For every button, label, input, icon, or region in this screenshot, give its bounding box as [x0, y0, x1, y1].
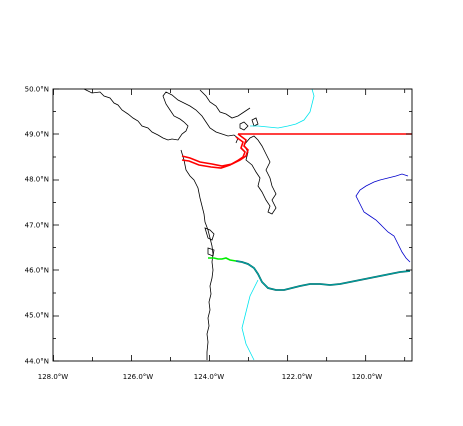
y-tick-label: 44.0°N — [25, 358, 49, 366]
x-tick-label: 120.0°W — [352, 373, 383, 381]
river-willamette — [241, 279, 259, 361]
columbia-river-cyan-overlay — [235, 260, 411, 291]
coastline-vancouver-island — [83, 88, 239, 144]
rivers — [241, 88, 315, 361]
x-tick-label: 128.0°W — [38, 373, 69, 381]
axis-ticks — [53, 88, 412, 362]
x-tick-label: 126.0°W — [123, 373, 154, 381]
y-tick-label: 47.0°N — [25, 222, 49, 230]
y-tick-label: 50.0°N — [25, 86, 49, 94]
y-tick-label: 48.0°N — [25, 176, 49, 184]
y-axis-labels: 50.0°N 49.0°N 48.0°N 47.0°N 46.0°N 45.0°… — [25, 86, 49, 366]
lake-roosevelt — [355, 173, 411, 263]
international-border — [181, 133, 412, 169]
coastline — [83, 88, 277, 360]
coastline-harbors — [204, 227, 215, 257]
coastline-san-juan-islands — [239, 117, 259, 131]
x-axis-labels: 128.0°W 126.0°W 124.0°W 122.0°W 120.0°W — [38, 373, 383, 381]
columbia-river-estuary — [208, 257, 237, 262]
coastline-puget-sound — [243, 135, 277, 215]
y-tick-label: 45.0°N — [25, 312, 49, 320]
river-fraser — [250, 88, 315, 129]
y-tick-label: 49.0°N — [25, 131, 49, 139]
x-tick-label: 124.0°W — [194, 373, 225, 381]
coastline-mainland-inlets — [199, 89, 251, 119]
border-strait-inner — [181, 136, 246, 169]
y-tick-label: 46.0°N — [25, 267, 49, 275]
x-tick-label: 122.0°W — [282, 373, 313, 381]
